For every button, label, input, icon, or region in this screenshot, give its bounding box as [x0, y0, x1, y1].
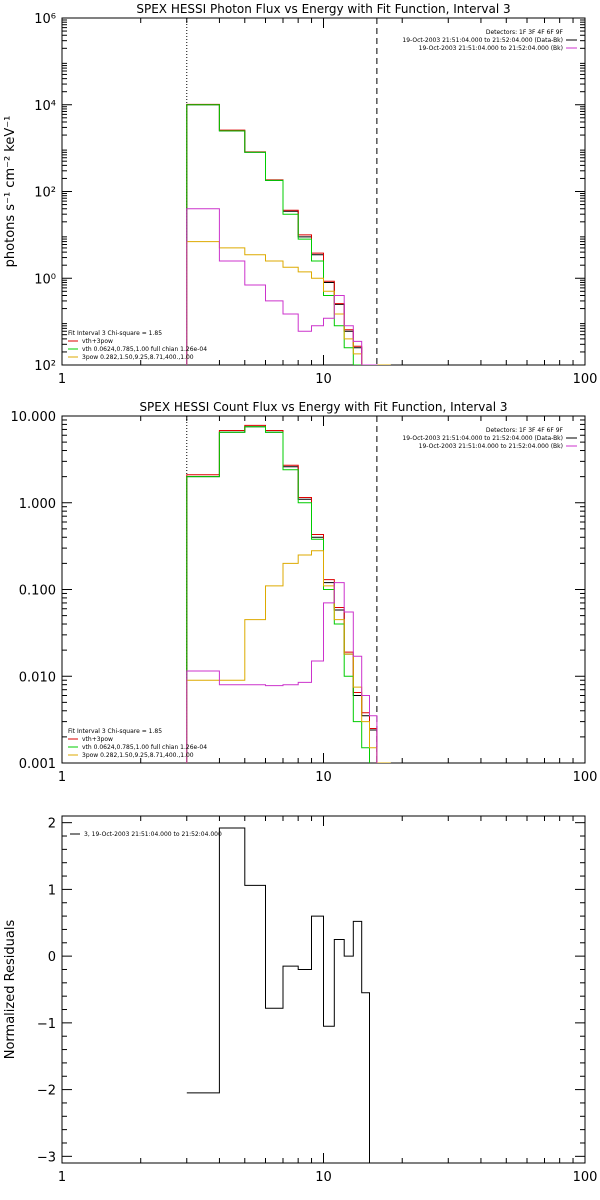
x-tick-label: 10	[315, 1170, 332, 1185]
plot-frame	[61, 17, 586, 366]
legend-right-entry: 19-Oct-2003 21:51:04.000 to 21:52:04.000…	[419, 45, 563, 52]
x-tick-label: 1	[58, 372, 66, 387]
y-tick-label: 10²	[34, 359, 56, 374]
x-tick-label: 100	[573, 1170, 598, 1185]
legend-left-entry: vth+3pow	[82, 736, 113, 743]
series-line-5	[186, 208, 378, 365]
y-tick-label: 1	[48, 883, 56, 898]
y-tick-label: −1	[37, 1017, 56, 1032]
x-tick-label: 100	[573, 372, 598, 387]
legend-left-entry: vth+3pow	[82, 338, 113, 345]
legend-left-entry: 3pow 0.282,1.50,9.25,8.71,400.,1.00	[82, 752, 194, 759]
x-tick-label: 10	[315, 372, 332, 387]
y-tick-label: 2	[48, 817, 56, 832]
legend-right-entry: 19-Oct-2003 21:51:04.000 to 21:52:04.000…	[402, 37, 563, 44]
y-tick-label: 0.010	[19, 670, 56, 685]
series-line-1	[186, 827, 370, 1163]
y-tick-label: 10⁰	[34, 272, 56, 287]
series-line-3	[186, 426, 370, 763]
y-tick-label: 1.000	[19, 497, 56, 512]
series-line-5	[186, 582, 378, 763]
legend-left-entry: vth 0.0624,0.785,1.00 full chian 1.26e-0…	[82, 346, 207, 353]
series-line-1	[186, 104, 378, 365]
legend-left-entry: Fit Interval 3 Chi-square = 1.85	[68, 728, 162, 735]
chart-title: SPEX HESSI Count Flux vs Energy with Fit…	[139, 400, 507, 414]
y-tick-label: 0.100	[19, 584, 56, 599]
legend-left-entry: Fit Interval 3 Chi-square = 1.85	[68, 330, 162, 337]
legend-right-entry: 19-Oct-2003 21:51:04.000 to 21:52:04.000…	[419, 443, 563, 450]
series-group	[186, 424, 391, 763]
series-line-4	[186, 241, 391, 365]
legend-left-entry: vth 0.0624,0.785,1.00 full chian 1.26e-0…	[82, 744, 207, 751]
chart-panel-3: 1 10 100 −3 −2 −1 0 1 2 Normalized Residuals 3, 19…	[3, 815, 598, 1185]
y-axis-label: photons s⁻¹ cm⁻² keV⁻¹	[3, 116, 18, 268]
legend-left-entry: 3pow 0.282,1.50,9.25,8.71,400.,1.00	[82, 354, 194, 361]
legend-right-entry: Detectors: 1F 3F 4F 6F 9F	[486, 29, 564, 36]
y-tick-label: −3	[37, 1150, 56, 1165]
y-axis-label: Normalized Residuals	[3, 920, 18, 1060]
series-group	[186, 103, 391, 365]
chart-title: SPEX HESSI Photon Flux vs Energy with Fi…	[136, 2, 510, 16]
y-tick-label: 10²	[34, 186, 56, 201]
series-line-3	[186, 104, 370, 365]
y-tick-label: −2	[37, 1084, 56, 1099]
x-tick-label: 10	[315, 770, 332, 785]
legend-right-entry: Detectors: 1F 3F 4F 6F 9F	[486, 427, 564, 434]
y-tick-label: 0.001	[19, 757, 56, 772]
y-tick-label: 0	[48, 950, 56, 965]
legend-top-entry: 3, 19-Oct-2003 21:51:04.000 to 21:52:04.…	[84, 831, 222, 838]
chart-panel-2: 1 10 100 0.001 0.010 0.100 1.000 10.000 SPEX HES…	[11, 400, 598, 785]
x-tick-label: 1	[58, 1170, 66, 1185]
series-line-2	[186, 103, 378, 365]
y-tick-label: 10⁶	[34, 12, 56, 27]
series-line-1	[186, 426, 378, 763]
y-tick-label: 10.000	[11, 410, 57, 425]
series-line-4	[186, 550, 391, 763]
y-tick-label: 10⁴	[34, 99, 56, 114]
chart-panel-1: 1 10 100 10² 10⁰ 10² 10⁴ 10⁶ SPEX HESSI Photon F…	[3, 2, 597, 387]
x-tick-label: 1	[58, 770, 66, 785]
legend-right-entry: 19-Oct-2003 21:51:04.000 to 21:52:04.000…	[402, 435, 563, 442]
x-tick-label: 100	[573, 770, 598, 785]
series-group	[186, 827, 370, 1163]
